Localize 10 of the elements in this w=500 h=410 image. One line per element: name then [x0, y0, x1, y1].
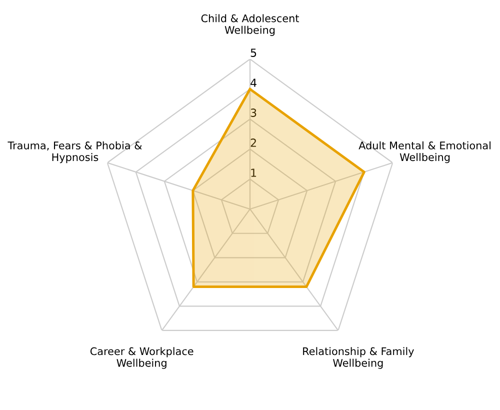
spoke-label: Child & Adolescent Wellbeing: [201, 14, 299, 36]
y-tick-label: 5: [250, 48, 256, 57]
y-tick-label: 1: [251, 168, 256, 177]
spoke-label: Trauma, Fears & Phobia & Hypnosis: [8, 141, 142, 164]
spoke-label: Career & Workplace Wellbeing: [90, 347, 194, 369]
spoke-label: Adult Mental & Emotional Wellbeing: [358, 141, 490, 164]
y-tick-label: 2: [250, 138, 256, 147]
y-tick-label: 3: [250, 108, 256, 117]
spoke-label: Relationship & Family Wellbeing: [303, 347, 414, 369]
y-tick-label: 4: [250, 78, 256, 87]
